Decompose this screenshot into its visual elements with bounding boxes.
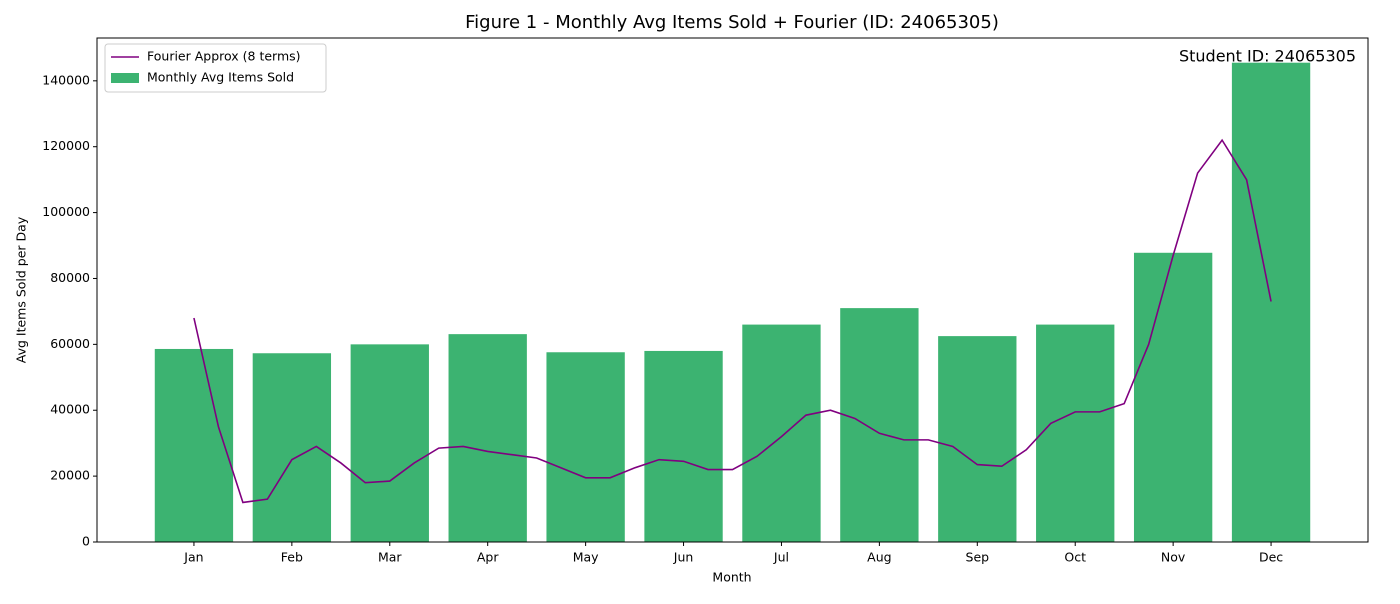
x-axis-label: Month [712, 570, 751, 585]
bar [644, 350, 723, 542]
x-tick-label: Oct [1064, 550, 1086, 565]
bar [448, 334, 527, 542]
legend-box [104, 43, 327, 93]
x-tick-label: Feb [281, 550, 303, 565]
x-tick-label: Mar [378, 550, 402, 565]
x-tick-label: Jun [673, 550, 694, 565]
bar [546, 352, 625, 542]
x-tick-label: Sep [966, 550, 990, 565]
x-tick-label: Aug [867, 550, 891, 565]
y-tick-label: 80000 [50, 270, 90, 285]
x-tick-label: Jan [183, 550, 203, 565]
fourier-line [193, 138, 1272, 504]
x-tick-label: May [573, 550, 599, 565]
plot-frame [96, 37, 1369, 543]
y-tick-label: 120000 [42, 138, 90, 153]
y-tick-label: 100000 [42, 204, 90, 219]
chart-title: Figure 1 - Monthly Avg Items Sold + Four… [465, 12, 999, 33]
bar [350, 344, 429, 542]
x-tick-label: Nov [1161, 550, 1186, 565]
y-tick-label: 140000 [42, 72, 90, 87]
y-tick-label: 20000 [50, 468, 90, 483]
bar [742, 324, 821, 542]
y-tick-label: 0 [82, 534, 90, 549]
y-tick-label: 60000 [50, 336, 90, 351]
y-tick-label: 40000 [50, 402, 90, 417]
annotation: Student ID: 24065305 [1179, 47, 1356, 66]
bar [1036, 324, 1115, 542]
x-tick-label: Dec [1259, 550, 1283, 565]
x-tick-label: Jul [773, 550, 789, 565]
bar [154, 348, 234, 542]
bar [840, 308, 919, 542]
y-axis-label: Avg Items Sold per Day [14, 216, 29, 363]
bar [1133, 252, 1213, 542]
bar [938, 336, 1017, 542]
legend-label: Fourier Approx (8 terms) [147, 49, 301, 64]
legend-swatch [111, 73, 139, 83]
x-tick-label: Apr [477, 550, 499, 565]
legend-label: Monthly Avg Items Sold [147, 70, 294, 85]
bar [1231, 62, 1311, 543]
